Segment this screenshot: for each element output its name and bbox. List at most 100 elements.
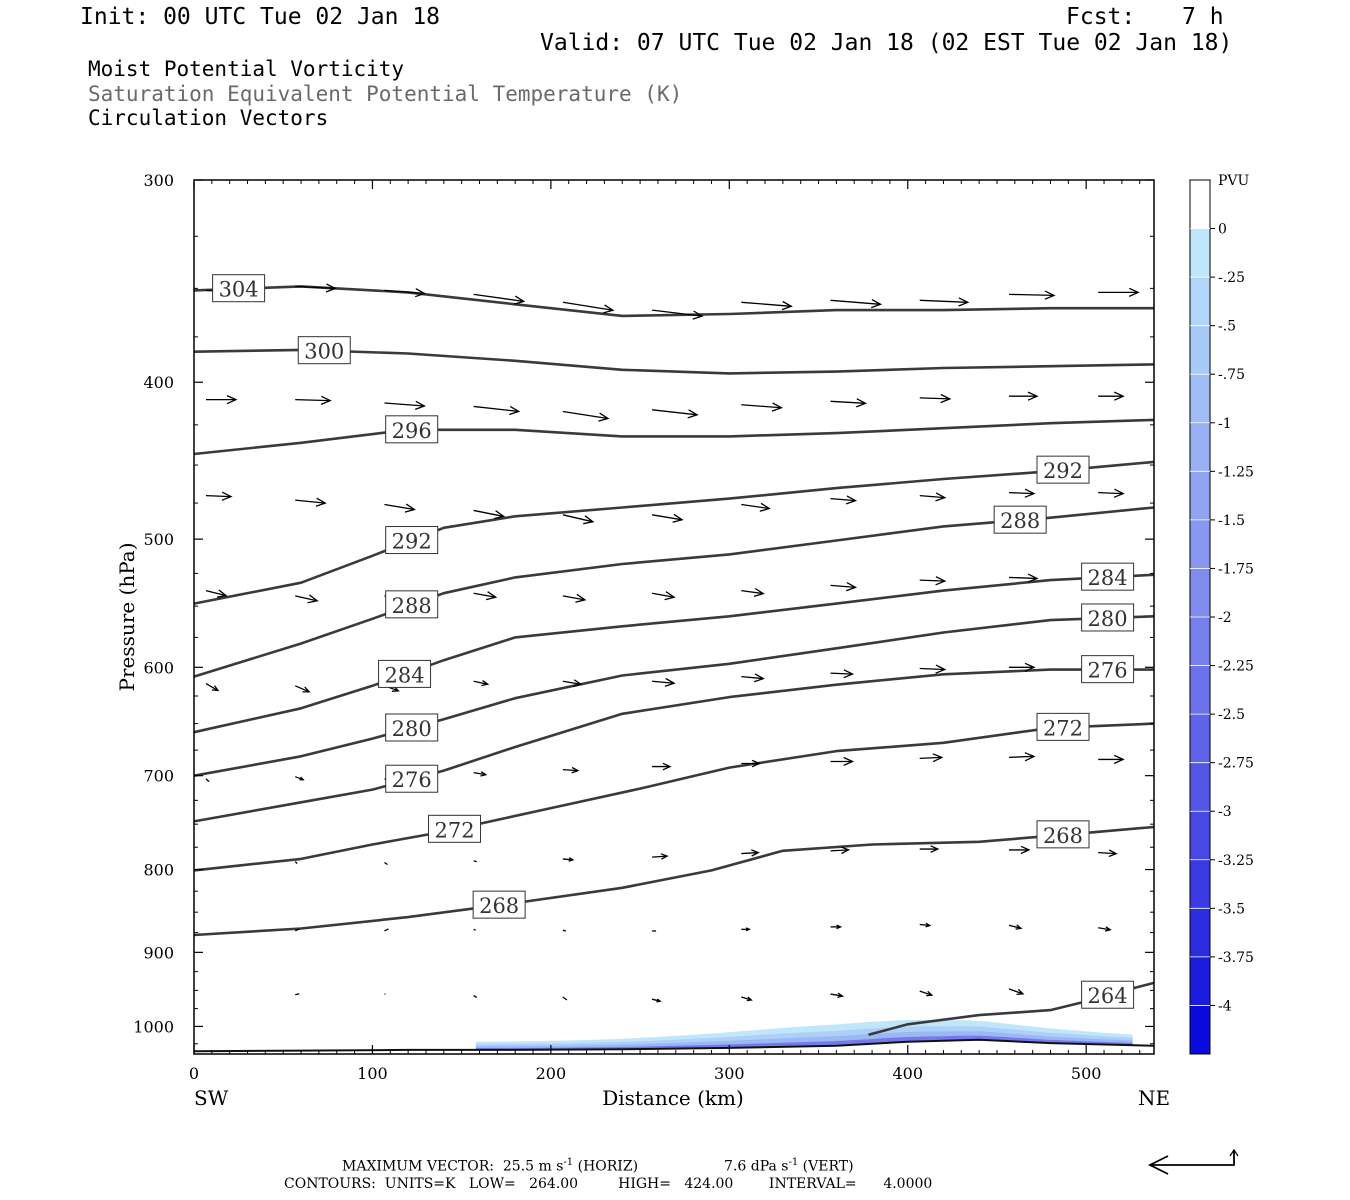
vector-shaft (741, 996, 752, 1001)
theta-e-contour-284 (193, 573, 1155, 734)
vector-shaft (473, 592, 496, 598)
y-tick-label: 700 (143, 767, 174, 786)
field-title-theta-es: Saturation Equivalent Potential Temperat… (88, 82, 683, 106)
vector-head (935, 664, 947, 674)
theta-e-contour-296 (193, 418, 1155, 456)
x-axis-title: Distance (km) (602, 1086, 744, 1110)
colorbar-label: -2.75 (1218, 756, 1254, 772)
vector-head (509, 405, 521, 416)
vector-shaft (651, 592, 675, 598)
vector-head (575, 593, 587, 603)
vector-head (302, 686, 311, 693)
vector-head (568, 857, 575, 862)
vector-shaft (1008, 576, 1037, 580)
vector-shaft (295, 398, 331, 402)
vector-shaft (473, 680, 488, 685)
vector-head (745, 927, 751, 932)
vector-head (837, 992, 845, 999)
vector-head (753, 673, 765, 683)
vector-shaft (1098, 852, 1117, 855)
vector-head (211, 685, 220, 692)
vector-head (932, 753, 944, 763)
vector-shaft (830, 299, 881, 305)
init-time: Init: 00 UTC Tue 02 Jan 18 (80, 4, 441, 30)
colorbar-label: -.25 (1218, 270, 1245, 286)
vector-head (1027, 573, 1039, 583)
vector-shaft (473, 860, 477, 863)
contour-label-box-292 (1036, 455, 1090, 484)
vector-shaft (562, 301, 613, 311)
vector-head (325, 283, 337, 293)
vector-shaft (919, 299, 968, 303)
vector-head (656, 998, 662, 1003)
vector-shaft (384, 289, 425, 295)
vector-head (836, 924, 843, 930)
vector-shaft (1008, 988, 1024, 995)
vector-shaft (830, 849, 849, 852)
vector-shaft (562, 514, 594, 523)
contour-label-box-268 (1036, 820, 1090, 849)
vector-head (759, 502, 771, 512)
reference-vector-icon (1147, 1148, 1239, 1175)
contour-label-box-276 (385, 764, 439, 793)
vector-shaft (652, 309, 703, 317)
vector-head (935, 492, 947, 502)
vector-head (930, 845, 940, 853)
colorbar-segment (1190, 617, 1210, 667)
theta-e-contour-276 (193, 668, 1154, 823)
contour-label-300: 300 (304, 340, 344, 364)
vector-head (216, 589, 228, 598)
colorbar-segment (1190, 956, 1210, 1006)
contour-label-280: 280 (392, 717, 432, 741)
y-tick-label: 500 (143, 530, 174, 549)
vector-head (514, 295, 526, 305)
vector-head (603, 304, 615, 314)
x-tick-label: 400 (892, 1064, 923, 1083)
vector-shaft (830, 672, 853, 675)
contour-label-276: 276 (392, 768, 432, 792)
vector-head (583, 515, 595, 525)
vector-head (1027, 391, 1039, 401)
x-tick-label: 300 (714, 1064, 745, 1083)
colorbar-segment (1190, 471, 1210, 521)
vert-unit-exponent: -1 (788, 1157, 799, 1168)
vector-head (414, 400, 426, 411)
colorbar-label: -.75 (1218, 367, 1245, 383)
vector-head (221, 491, 233, 501)
vector-head (226, 395, 238, 405)
plot-frame (193, 179, 1155, 1055)
contour-label-box-276 (1081, 655, 1135, 684)
vector-shaft (205, 494, 232, 498)
vector-shaft (741, 301, 792, 307)
vector-shaft (919, 756, 942, 760)
vector-shaft (294, 685, 310, 693)
colorbar-segment (1190, 665, 1210, 715)
vector-head (571, 766, 580, 774)
vector-head (845, 495, 858, 505)
vector-head (1113, 754, 1125, 765)
colorbar-label: 0 (1218, 222, 1227, 238)
y-tick-label: 1000 (133, 1017, 174, 1036)
vector-shaft (741, 675, 764, 680)
vector-head (1108, 849, 1118, 858)
vector-head (572, 679, 583, 687)
colorbar-label: -2.5 (1218, 707, 1245, 723)
vector-head (840, 846, 851, 855)
vector-head (1016, 988, 1025, 996)
x-end-right: NE (1138, 1086, 1170, 1110)
vector-head (1104, 926, 1112, 932)
colorbar-segment (1190, 519, 1210, 569)
contour-label-292: 292 (1043, 459, 1083, 483)
vector-shaft (562, 996, 568, 1001)
vector-shaft (562, 410, 608, 420)
vector-shaft (295, 499, 326, 504)
theta-e-contour-280 (193, 615, 1155, 777)
contour-label-box-272 (428, 814, 482, 843)
theta-e-contour-268 (193, 825, 1155, 937)
vector-head (845, 582, 858, 592)
vector-shaft (473, 293, 524, 303)
theta-e-contour-300 (193, 348, 1155, 375)
vector-shaft (562, 768, 578, 772)
forecast-hour: 7 h (1182, 4, 1224, 30)
contour-label-box-288 (993, 505, 1047, 534)
